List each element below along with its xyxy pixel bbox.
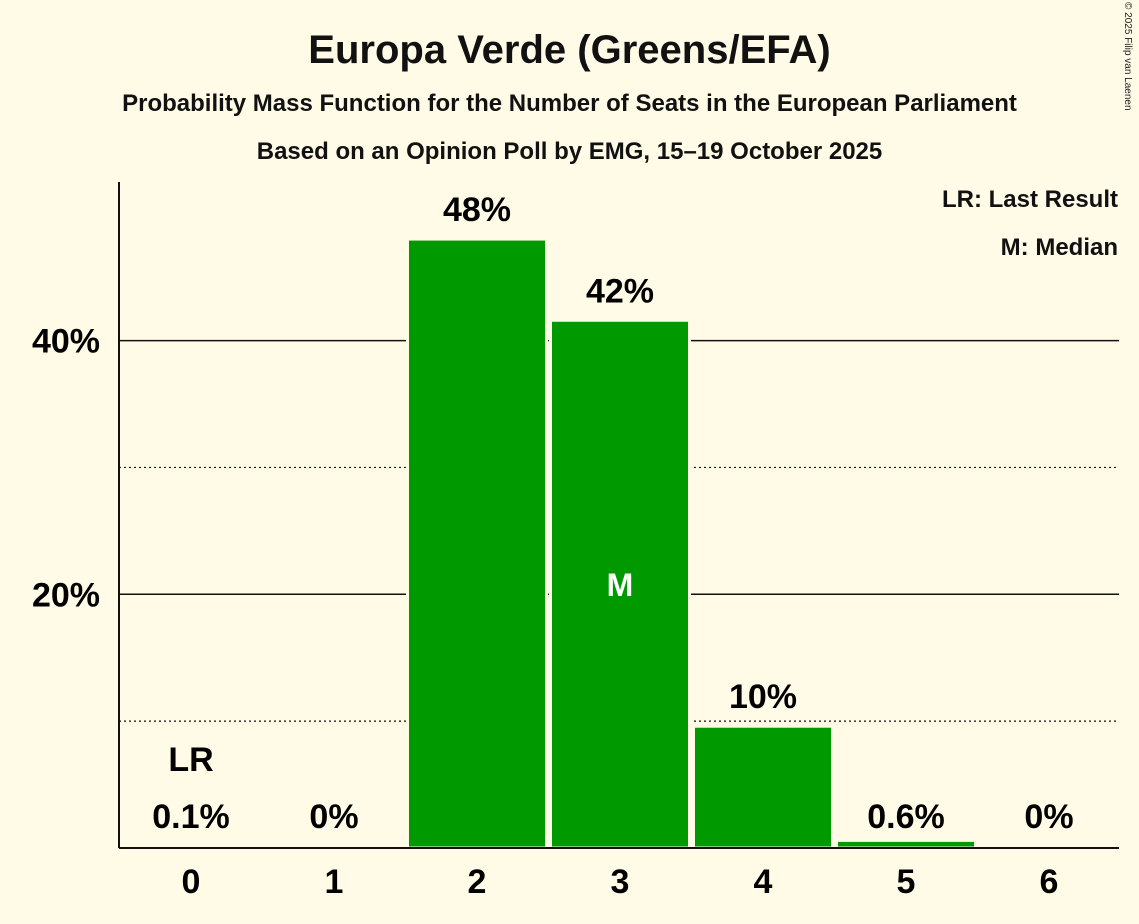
bar-3 <box>549 318 691 850</box>
data-label-0: 0.1% <box>152 798 230 836</box>
x-tick-label-6: 6 <box>1040 863 1059 901</box>
data-label-2: 48% <box>443 191 511 229</box>
chart-subtitle: Probability Mass Function for the Number… <box>122 90 1017 117</box>
x-tick-label-0: 0 <box>182 863 201 901</box>
chart-title: Europa Verde (Greens/EFA) <box>308 28 831 72</box>
bar-4 <box>692 724 834 850</box>
bar-2 <box>406 237 548 850</box>
data-label-1: 0% <box>309 798 358 836</box>
x-tick-label-5: 5 <box>897 863 916 901</box>
data-label-3: 42% <box>586 272 654 310</box>
x-tick-label-4: 4 <box>754 863 773 901</box>
x-tick-label-3: 3 <box>611 863 630 901</box>
legend-median: M: Median <box>1000 234 1118 261</box>
bar-5 <box>835 838 977 850</box>
legend-last-result: LR: Last Result <box>941 186 1118 213</box>
data-label-5: 0.6% <box>867 798 945 836</box>
chart-source-note: Based on an Opinion Poll by EMG, 15–19 O… <box>256 138 883 165</box>
x-tick-label-2: 2 <box>468 863 487 901</box>
last-result-marker: LR <box>168 741 213 779</box>
x-tick-label-1: 1 <box>325 863 344 901</box>
data-label-4: 10% <box>729 678 797 716</box>
median-marker: M <box>607 567 634 603</box>
y-tick-label-0: 20% <box>32 576 100 614</box>
y-tick-label-1: 40% <box>32 323 100 361</box>
data-label-6: 0% <box>1024 798 1073 836</box>
